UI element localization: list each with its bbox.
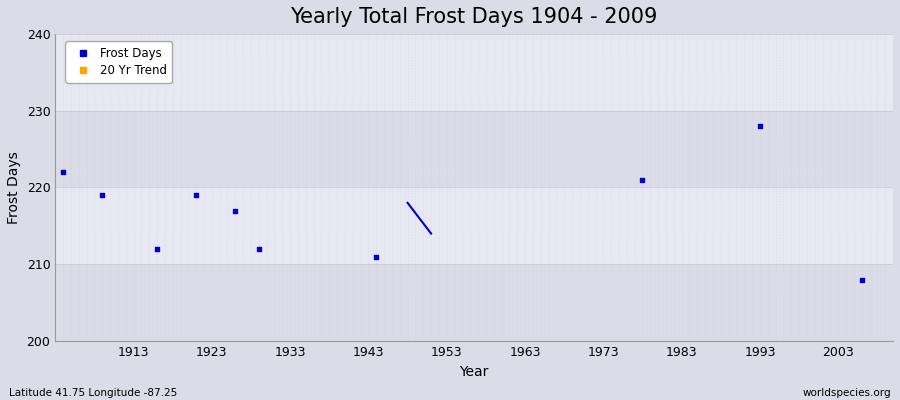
Bar [55,34,893,111]
Point [95,192,110,198]
Title: Yearly Total Frost Days 1904 - 2009: Yearly Total Frost Days 1904 - 2009 [291,7,658,27]
Point [854,276,868,283]
Bar [55,188,893,264]
Y-axis label: Frost Days: Frost Days [7,151,21,224]
X-axis label: Year: Year [460,365,489,379]
Text: worldspecies.org: worldspecies.org [803,388,891,398]
Point [149,246,164,252]
Text: Latitude 41.75 Longitude -87.25: Latitude 41.75 Longitude -87.25 [9,388,177,398]
Point [56,169,70,175]
Point [189,192,203,198]
Point [635,177,650,183]
Point [228,207,242,214]
Bar [55,264,893,341]
Legend: Frost Days, 20 Yr Trend: Frost Days, 20 Yr Trend [66,42,173,83]
Point [369,253,383,260]
Point [252,246,266,252]
Bar [55,111,893,188]
Point [752,123,767,129]
